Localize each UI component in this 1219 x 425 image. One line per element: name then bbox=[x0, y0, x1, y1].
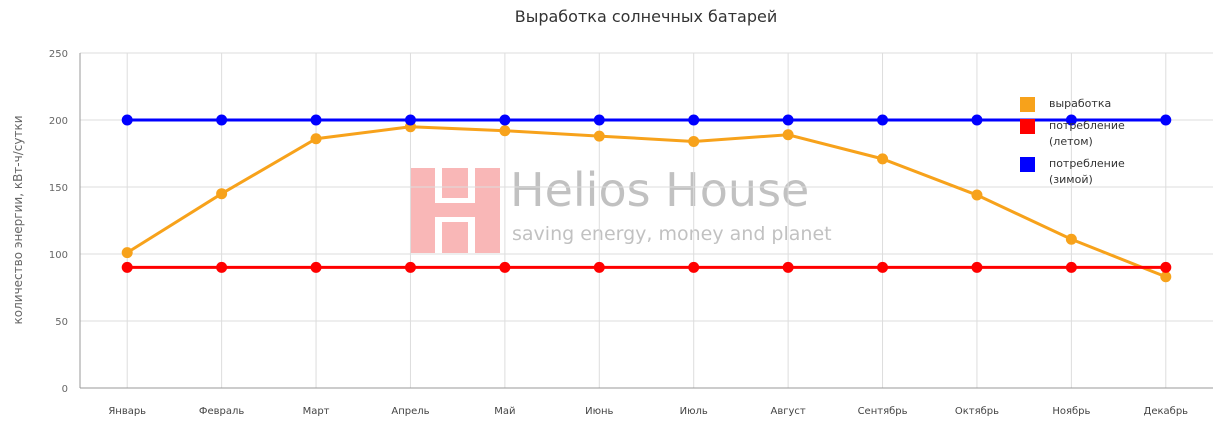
data-point bbox=[688, 135, 700, 147]
legend-label: выработка bbox=[1049, 97, 1112, 110]
data-point bbox=[593, 261, 605, 273]
y-axis-label: количество энергии, кВт-ч/сутки bbox=[11, 116, 25, 325]
legend-label: потребление (летом) bbox=[1049, 119, 1125, 148]
data-point bbox=[1160, 114, 1172, 126]
x-tick-label: Декабрь bbox=[1144, 406, 1189, 417]
legend-label: потребление (зимой) bbox=[1049, 157, 1125, 186]
y-tick-label: 100 bbox=[49, 250, 68, 261]
legend-item[interactable]: выработка bbox=[1020, 96, 1120, 112]
data-point bbox=[782, 114, 794, 126]
x-tick-label: Апрель bbox=[391, 406, 429, 417]
x-tick-label: Февраль bbox=[199, 406, 245, 417]
data-point bbox=[310, 133, 322, 145]
data-point bbox=[593, 130, 605, 142]
data-point bbox=[1160, 271, 1172, 283]
data-point bbox=[310, 114, 322, 126]
legend-swatch bbox=[1020, 97, 1035, 112]
data-point bbox=[499, 261, 511, 273]
data-point bbox=[971, 189, 983, 201]
x-tick-label: Май bbox=[494, 406, 515, 417]
data-point bbox=[404, 261, 416, 273]
data-point bbox=[216, 261, 228, 273]
data-point bbox=[877, 153, 889, 165]
data-point bbox=[499, 125, 511, 137]
legend-swatch bbox=[1020, 157, 1035, 172]
x-tick-label: Июнь bbox=[585, 406, 613, 417]
x-tick-label: Март bbox=[303, 406, 330, 417]
x-tick-label: Январь bbox=[108, 406, 146, 417]
data-point bbox=[877, 261, 889, 273]
data-point bbox=[688, 114, 700, 126]
data-point bbox=[971, 261, 983, 273]
data-point bbox=[1160, 261, 1172, 273]
watermark-logo bbox=[410, 168, 500, 253]
series-line bbox=[126, 125, 1167, 279]
data-point bbox=[216, 188, 228, 200]
x-tick-label: Август bbox=[771, 406, 806, 417]
data-point bbox=[404, 114, 416, 126]
data-point bbox=[971, 114, 983, 126]
watermark-subtitle: saving energy, money and planet bbox=[512, 223, 832, 245]
legend: выработка потребление (летом) потребление … bbox=[1020, 96, 1125, 194]
x-tick-label: Ноябрь bbox=[1052, 406, 1090, 417]
y-tick-label: 50 bbox=[55, 317, 68, 328]
data-point bbox=[1065, 261, 1077, 273]
data-point bbox=[216, 114, 228, 126]
legend-item[interactable]: потребление (летом) bbox=[1020, 118, 1125, 150]
legend-item[interactable]: потребление (зимой) bbox=[1020, 156, 1125, 188]
chart-title: Выработка солнечных батарей bbox=[515, 7, 778, 26]
x-tick-label: Октябрь bbox=[955, 406, 999, 417]
x-tick-label: Июль bbox=[680, 406, 708, 417]
data-point bbox=[310, 261, 322, 273]
data-point bbox=[782, 129, 794, 141]
data-point bbox=[499, 114, 511, 126]
y-tick-label: 0 bbox=[62, 384, 68, 395]
data-point bbox=[121, 247, 133, 259]
data-point bbox=[688, 261, 700, 273]
data-point bbox=[121, 114, 133, 126]
data-point bbox=[782, 261, 794, 273]
y-tick-label: 150 bbox=[49, 183, 68, 194]
watermark-title: Helios House bbox=[510, 163, 809, 217]
data-point bbox=[1065, 233, 1077, 245]
x-tick-label: Сентябрь bbox=[858, 406, 908, 417]
y-tick-label: 200 bbox=[49, 116, 68, 127]
data-point bbox=[1065, 114, 1077, 126]
data-point bbox=[121, 261, 133, 273]
legend-swatch bbox=[1020, 119, 1035, 134]
data-point bbox=[877, 114, 889, 126]
y-tick-label: 250 bbox=[49, 49, 68, 60]
data-point bbox=[593, 114, 605, 126]
